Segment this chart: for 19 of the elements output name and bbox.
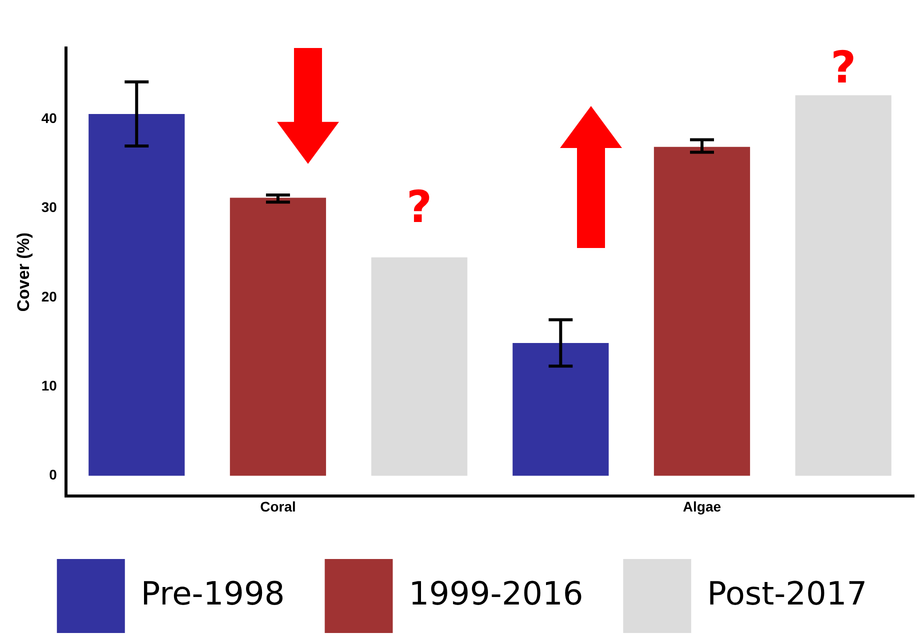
legend-label: 1999-2016 xyxy=(408,574,584,612)
bar xyxy=(795,95,892,476)
y-tick-label: 0 xyxy=(49,466,58,483)
y-axis-title: Cover (%) xyxy=(14,232,33,312)
y-tick-label: 40 xyxy=(41,110,58,126)
legend-label: Post-2017 xyxy=(707,574,868,612)
bar xyxy=(88,114,185,476)
bar xyxy=(371,257,468,476)
annotation: ? xyxy=(830,42,856,94)
bar xyxy=(512,342,609,476)
bar xyxy=(230,198,326,476)
bar xyxy=(654,146,750,476)
annotation: ? xyxy=(406,182,432,233)
y-tick-label: 30 xyxy=(41,199,58,216)
x-tick-label: Coral xyxy=(260,498,296,514)
x-tick-label: Algae xyxy=(682,498,722,514)
y-tick-label: 10 xyxy=(41,377,58,394)
y-tick-label: 20 xyxy=(41,288,58,304)
legend-label: Pre-1998 xyxy=(140,574,285,612)
